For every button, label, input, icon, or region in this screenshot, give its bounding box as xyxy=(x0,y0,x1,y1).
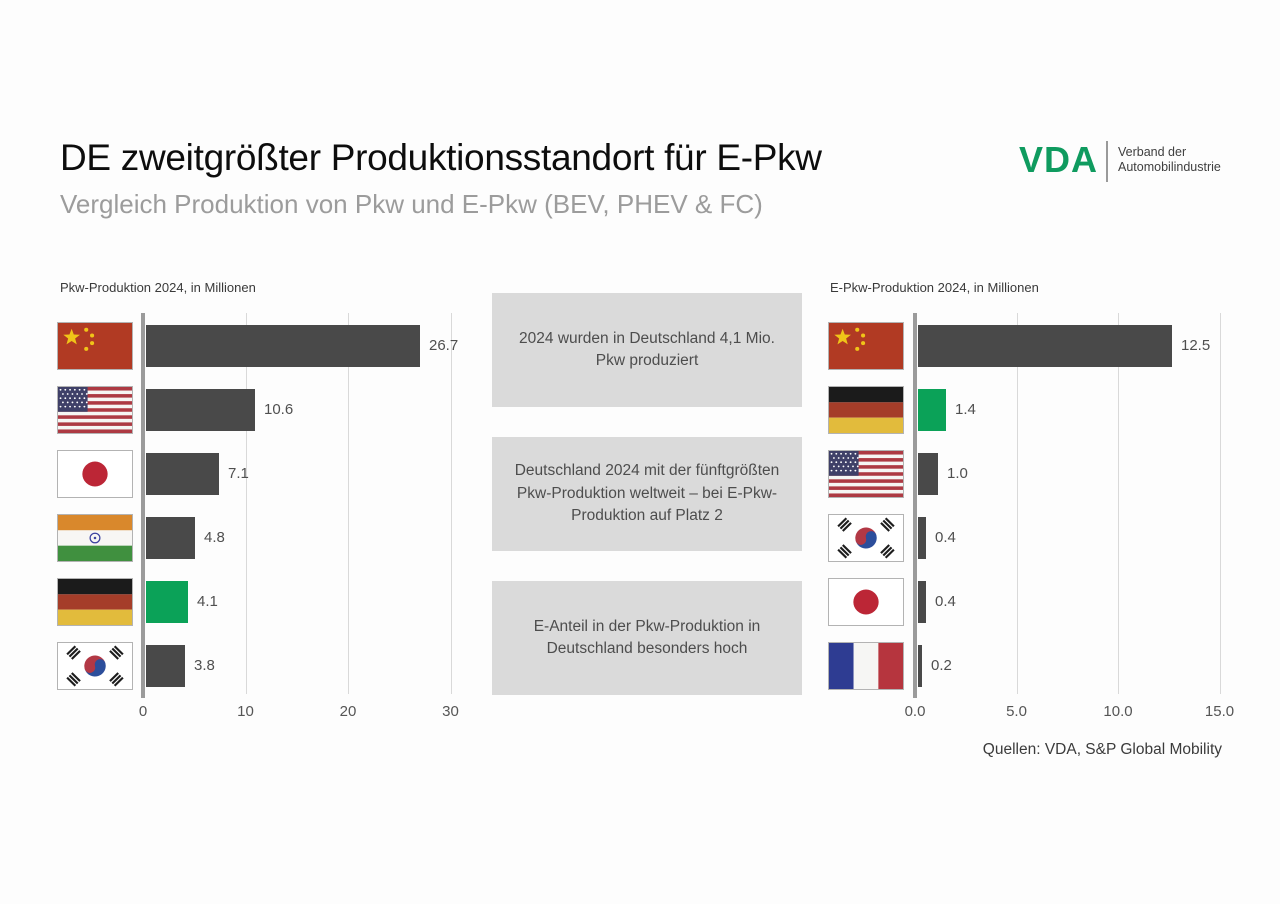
gridline xyxy=(1118,313,1119,694)
right-chart-title: E-Pkw-Produktion 2024, in Millionen xyxy=(830,280,1039,295)
bar-suedkorea xyxy=(918,517,926,559)
bar-deutschland xyxy=(918,389,946,431)
bar-japan xyxy=(146,453,219,495)
x-tick-label: 15.0 xyxy=(1204,703,1235,720)
value-label-china: 12.5 xyxy=(1181,337,1211,354)
flag-usa xyxy=(57,386,133,434)
value-label-deutschland: 1.4 xyxy=(955,401,976,418)
logo-org-line1: Verband der xyxy=(1118,145,1187,159)
bar-japan xyxy=(918,581,926,623)
value-label-usa: 10.6 xyxy=(264,401,294,418)
x-tick-label: 0 xyxy=(138,703,148,720)
value-label-deutschland: 4.1 xyxy=(197,593,218,610)
infobox-e-anteil: E-Anteil in der Pkw-Produktion in Deutsc… xyxy=(492,581,802,695)
value-label-japan: 0.4 xyxy=(935,593,956,610)
bar-china xyxy=(146,325,420,367)
vda-logo: VDA Verband der Automobilindustrie xyxy=(1019,140,1221,182)
logo-org-name: Verband der Automobilindustrie xyxy=(1118,140,1221,175)
value-label-japan: 7.1 xyxy=(228,465,249,482)
bar-deutschland xyxy=(146,581,188,623)
logo-divider xyxy=(1106,141,1109,182)
bar-indien xyxy=(146,517,195,559)
flag-japan xyxy=(828,578,904,626)
value-label-indien: 4.8 xyxy=(204,529,225,546)
value-label-china: 26.7 xyxy=(429,337,459,354)
flag-usa xyxy=(828,450,904,498)
gridline xyxy=(348,313,349,694)
infobox-ranking: Deutschland 2024 mit der fünftgrößten Pk… xyxy=(492,437,802,551)
bar-china xyxy=(918,325,1172,367)
flag-japan xyxy=(57,450,133,498)
bar-suedkorea xyxy=(146,645,185,687)
infobox-pkw-total-text: 2024 wurden in Deutschland 4,1 Mio. Pkw … xyxy=(519,329,775,369)
logo-org-line2: Automobilindustrie xyxy=(1118,160,1221,174)
gridline xyxy=(450,313,452,694)
gridline xyxy=(1219,313,1221,694)
bar-frankreich xyxy=(918,645,922,687)
bar-usa xyxy=(146,389,255,431)
x-tick-label: 5.0 xyxy=(1006,703,1027,720)
flag-deutschland xyxy=(57,578,133,626)
page-title: DE zweitgrößter Produktionsstandort für … xyxy=(60,137,822,178)
flag-suedkorea xyxy=(828,514,904,562)
gridline xyxy=(245,313,247,694)
flag-suedkorea xyxy=(57,642,133,690)
value-label-suedkorea: 3.8 xyxy=(194,657,215,674)
y-axis-line xyxy=(141,313,145,698)
left-chart-title: Pkw-Produktion 2024, in Millionen xyxy=(60,280,256,295)
bar-usa xyxy=(918,453,938,495)
infobox-ranking-text: Deutschland 2024 mit der fünftgrößten Pk… xyxy=(514,462,780,525)
x-tick-label: 20 xyxy=(339,703,357,720)
gridline xyxy=(1016,313,1018,694)
value-label-usa: 1.0 xyxy=(947,465,968,482)
flag-indien xyxy=(57,514,133,562)
infobox-pkw-total: 2024 wurden in Deutschland 4,1 Mio. Pkw … xyxy=(492,293,802,407)
x-tick-label: 30 xyxy=(442,703,459,720)
source-note: Quellen: VDA, S&P Global Mobility xyxy=(982,741,1222,758)
value-label-suedkorea: 0.4 xyxy=(935,529,956,546)
flag-deutschland xyxy=(828,386,904,434)
flag-china xyxy=(57,322,133,370)
page-subtitle: Vergleich Produktion von Pkw und E-Pkw (… xyxy=(60,189,763,219)
flag-china xyxy=(828,322,904,370)
infobox-e-anteil-text: E-Anteil in der Pkw-Produktion in Deutsc… xyxy=(533,617,761,657)
x-tick-label: 10.0 xyxy=(1103,703,1133,720)
flag-frankreich xyxy=(828,642,904,690)
value-label-frankreich: 0.2 xyxy=(931,657,952,674)
vda-logo-text: VDA xyxy=(1019,139,1099,180)
x-tick-label: 10 xyxy=(237,703,254,720)
y-axis-line xyxy=(913,313,917,698)
x-tick-label: 0.0 xyxy=(904,703,926,720)
